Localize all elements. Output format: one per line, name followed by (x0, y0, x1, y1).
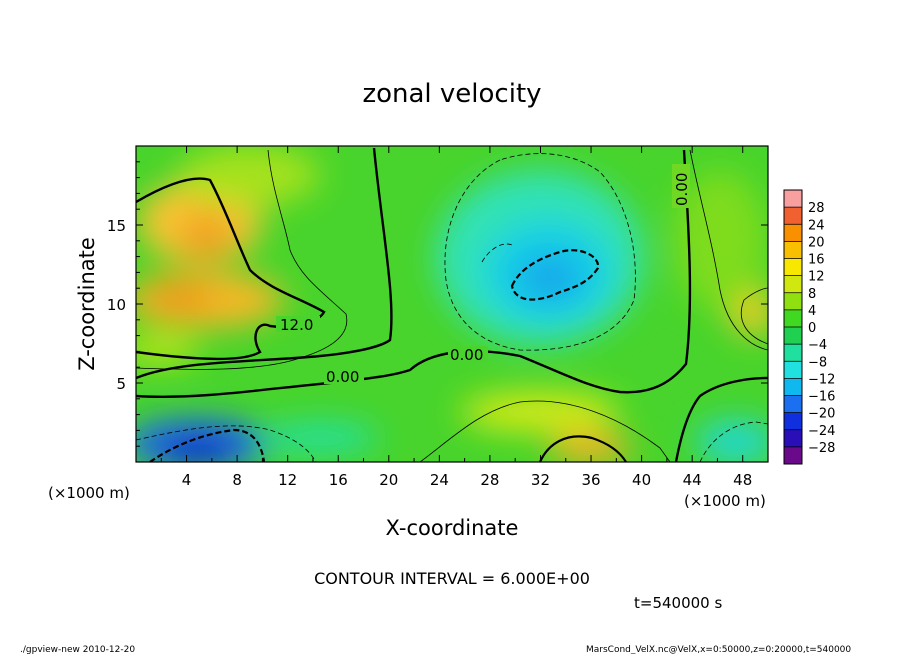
contour-positive-12 (538, 435, 627, 462)
colorbar-label: −12 (808, 372, 835, 387)
field-region (548, 432, 632, 462)
x-axis-label: X-coordinate (386, 516, 519, 540)
y-tick-label: 15 (107, 217, 126, 235)
footer-right: MarsCond_VelX.nc@VelX,x=0:50000,z=0:2000… (586, 645, 851, 654)
x-tick-label: 20 (379, 471, 398, 489)
colorbar-swatch (784, 378, 802, 396)
x-tick-label: 32 (531, 471, 550, 489)
y-tick-label: 5 (116, 375, 126, 393)
field-region (674, 170, 766, 310)
colorbar-swatch (784, 207, 802, 225)
contour-label-mask (448, 346, 488, 362)
contour-label-mask (276, 316, 320, 332)
field-region (460, 392, 620, 432)
colorbar-label: 24 (808, 218, 825, 233)
colorbar-label: −16 (808, 390, 835, 405)
colorbar-label: 16 (808, 253, 825, 268)
x-tick-label: 4 (182, 471, 192, 489)
colorbar-swatch (784, 412, 802, 431)
x-tick-label: 40 (632, 471, 651, 489)
colorbar-swatch (784, 344, 802, 362)
contour-positive-6 (740, 287, 768, 345)
colorbar-label: −8 (808, 355, 827, 370)
colorbar: 28 24 20 16 12 8 4 0 −4 −8 −12 −16 −20 −24 −28 (783, 189, 835, 465)
x-tick-label: 44 (683, 471, 702, 489)
x-tick-label: 36 (581, 471, 600, 489)
chart-title: zonal velocity (362, 79, 541, 109)
colorbar-label: −4 (808, 338, 827, 353)
colorbar-swatch (784, 292, 802, 311)
contour-negative-6 (136, 425, 317, 462)
contour-positive-6 (689, 149, 768, 351)
contour-label-mask (324, 368, 364, 384)
contour-negative-6 (444, 153, 636, 351)
colorbar-label: 28 (808, 201, 825, 216)
contour-label: 0.00 (326, 368, 359, 386)
contour-label: 0.00 (450, 346, 483, 364)
colorbar-swatch (784, 446, 802, 465)
colorbar-swatch (784, 309, 802, 328)
x-tick-label: 8 (232, 471, 242, 489)
field-region (146, 282, 214, 314)
heatmap-field (136, 146, 768, 462)
colorbar-label: −28 (808, 441, 835, 456)
field-region (136, 336, 200, 364)
field-region (696, 420, 768, 462)
colorbar-swatch (784, 361, 802, 379)
x-tick-label: 48 (733, 471, 752, 489)
colorbar-label: 12 (808, 270, 825, 285)
colorbar-swatch (784, 395, 802, 414)
contour-12 (136, 177, 326, 361)
colorbar-swatch (784, 224, 802, 242)
contour-label: 0.00 (673, 173, 691, 206)
contour-zero (136, 149, 692, 398)
colorbar-label: 0 (808, 321, 816, 336)
contour-lines (136, 147, 768, 462)
field-region (518, 256, 582, 300)
contour-label: 12.0 (280, 316, 313, 334)
x-unit-right: (×1000 m) (684, 492, 766, 510)
field-region (180, 146, 320, 205)
colorbar-swatch (784, 241, 802, 259)
x-tick-label: 24 (430, 471, 449, 489)
contour-positive-6 (136, 149, 348, 370)
colorbar-swatch (784, 258, 802, 277)
contour-negative-12 (149, 428, 266, 462)
contour-negative-6 (699, 421, 768, 462)
colorbar-label: 20 (808, 235, 825, 250)
colorbar-swatch (784, 190, 802, 208)
colorbar-swatch (784, 429, 802, 448)
contour-labels: 12.0 0.00 0.00 0.00 (276, 164, 691, 386)
colorbar-swatch (784, 275, 802, 294)
colorbar-label: 4 (808, 304, 816, 319)
contour-label-mask (672, 164, 690, 208)
x-tick-label: 12 (278, 471, 297, 489)
plot-area (136, 146, 768, 462)
x-tick-label: 16 (329, 471, 348, 489)
colorbar-label: 8 (808, 287, 816, 302)
contour-zero (674, 376, 768, 462)
field-region (160, 436, 236, 462)
contour-interval-text: CONTOUR INTERVAL = 6.000E+00 (314, 569, 590, 588)
contour-positive-6 (419, 400, 671, 462)
y-tick-label: 10 (107, 296, 126, 314)
footer-left: ./gpview-new 2010-12-20 (20, 645, 135, 654)
field-region (180, 212, 232, 260)
colorbar-label: −24 (808, 424, 835, 439)
colorbar-label: −20 (808, 407, 835, 422)
contour-negative-12 (510, 249, 600, 301)
y-axis: 5 10 15 (107, 161, 768, 447)
time-label: t=540000 s (634, 594, 722, 612)
y-axis-label: Z-coordinate (75, 237, 99, 371)
x-tick-label: 28 (480, 471, 499, 489)
field-region (260, 422, 380, 454)
colorbar-swatch (784, 327, 802, 345)
x-unit-left: (×1000 m) (48, 484, 130, 502)
contour-negative-6 (481, 243, 515, 263)
x-axis: 4 8 12 16 20 24 28 32 36 40 44 48 (160, 146, 752, 489)
contour-zero (136, 147, 393, 380)
